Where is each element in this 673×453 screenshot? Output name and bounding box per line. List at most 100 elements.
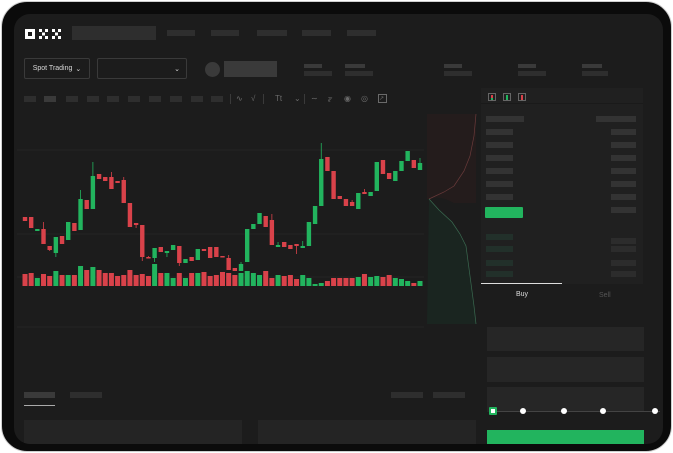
bid-price	[486, 246, 513, 252]
timeframe-button[interactable]	[149, 96, 161, 102]
candle-body	[251, 224, 256, 229]
volume-bar	[65, 275, 71, 286]
ruler-icon[interactable]: ⦫	[328, 94, 333, 103]
target-icon[interactable]: ◎	[361, 94, 368, 103]
bid-price	[486, 234, 513, 240]
okx-logo[interactable]	[25, 27, 65, 41]
wave-icon[interactable]: ∼	[311, 94, 318, 103]
nav-item[interactable]	[257, 30, 287, 36]
candle-body	[263, 216, 268, 227]
timeframe-button[interactable]	[66, 96, 78, 102]
indicator-icon[interactable]: ∿	[236, 94, 243, 103]
slider-stop-25[interactable]	[520, 408, 526, 414]
candle-body	[78, 199, 83, 230]
candlestick-chart[interactable]	[14, 106, 484, 381]
amount-slider[interactable]	[489, 406, 662, 416]
volume-bar	[78, 266, 84, 286]
ask-price	[486, 129, 513, 135]
nav-item[interactable]	[302, 30, 331, 36]
tab-open-orders[interactable]	[24, 392, 55, 398]
candle-body	[312, 206, 318, 224]
market-type-dropdown[interactable]: Spot Trading ⌄	[24, 58, 90, 79]
candle-body	[386, 173, 392, 179]
ask-amount	[611, 181, 636, 187]
candle-body	[115, 181, 120, 183]
candle-body	[405, 151, 410, 161]
app-screen: Spot Trading ⌄ ⌄ ∿ √ Tt ⌄ ∼ ⦫ ◉ ◎ ↗ Buy S…	[14, 14, 663, 444]
timeframe-button[interactable]	[191, 96, 203, 102]
volume-bar	[164, 273, 170, 286]
nav-item[interactable]	[347, 30, 376, 36]
candle-body	[362, 192, 367, 194]
nav-item[interactable]	[211, 30, 239, 36]
divider	[481, 103, 643, 104]
filter-button[interactable]	[433, 392, 465, 398]
volume-bar	[71, 275, 77, 286]
nav-item[interactable]	[167, 30, 195, 36]
candle-body	[28, 217, 34, 228]
timeframe-button[interactable]	[211, 96, 223, 102]
volume-bar	[213, 275, 219, 286]
price-input[interactable]	[487, 327, 644, 351]
amount-input[interactable]	[487, 357, 644, 382]
volume-bar	[201, 272, 207, 286]
volume-bar	[349, 278, 355, 286]
tab-sell[interactable]: Sell	[599, 292, 611, 299]
book-view-bids-icon[interactable]	[503, 93, 511, 101]
filter-button[interactable]	[391, 392, 423, 398]
candle-body	[282, 242, 287, 247]
line-tool-icon[interactable]: √	[251, 94, 256, 103]
candle-body	[244, 229, 250, 262]
volume-bar	[195, 273, 201, 286]
slider-stop-75[interactable]	[600, 408, 606, 414]
slider-track	[492, 410, 660, 412]
chevron-down-icon[interactable]: ⌄	[294, 94, 301, 103]
candle-body	[66, 222, 71, 240]
volume-bar	[374, 276, 380, 286]
candle-body	[214, 247, 219, 257]
book-view-asks-icon[interactable]	[518, 93, 526, 101]
pair-dropdown[interactable]: ⌄	[97, 58, 187, 79]
bid-price	[486, 260, 513, 266]
ask-amount	[611, 155, 636, 161]
volume-bar	[102, 273, 108, 286]
book-view-both-icon[interactable]	[488, 93, 496, 101]
stat-label	[444, 64, 462, 68]
volume-bar	[152, 264, 158, 286]
volume-bar	[343, 278, 349, 286]
camera-icon[interactable]: ◉	[344, 94, 351, 103]
timeframe-button[interactable]	[107, 96, 119, 102]
timeframe-button[interactable]	[44, 96, 56, 102]
timeframe-button[interactable]	[128, 96, 140, 102]
volume-bar	[232, 275, 238, 286]
candle-body	[189, 257, 194, 261]
candle-body	[72, 223, 77, 231]
candle-body	[319, 159, 324, 206]
last-price	[485, 207, 523, 218]
candle-body	[183, 259, 188, 263]
volume-bar	[170, 278, 176, 286]
volume-bar	[257, 275, 263, 286]
tab-buy[interactable]: Buy	[516, 291, 529, 298]
candle-body	[306, 222, 312, 246]
candle-body	[238, 264, 244, 271]
timeframe-button[interactable]	[170, 96, 182, 102]
slider-stop-100[interactable]	[652, 408, 658, 414]
slider-handle[interactable]	[489, 407, 497, 415]
volume-bar	[127, 270, 133, 286]
volume-bar	[392, 278, 398, 286]
volume-bar	[306, 278, 312, 286]
candle-body	[368, 192, 373, 196]
timeframe-button[interactable]	[87, 96, 99, 102]
candle-body	[257, 213, 262, 224]
timeframe-button[interactable]	[24, 96, 36, 102]
fullscreen-icon[interactable]: ↗	[378, 94, 387, 103]
tab-order-history[interactable]	[70, 392, 102, 398]
buy-button[interactable]	[487, 430, 644, 444]
volume-bar	[182, 278, 188, 286]
slider-stop-50[interactable]	[561, 408, 567, 414]
total-input[interactable]	[487, 387, 644, 412]
text-tool-icon[interactable]: Tt	[275, 94, 283, 103]
search-bar[interactable]	[72, 26, 156, 40]
